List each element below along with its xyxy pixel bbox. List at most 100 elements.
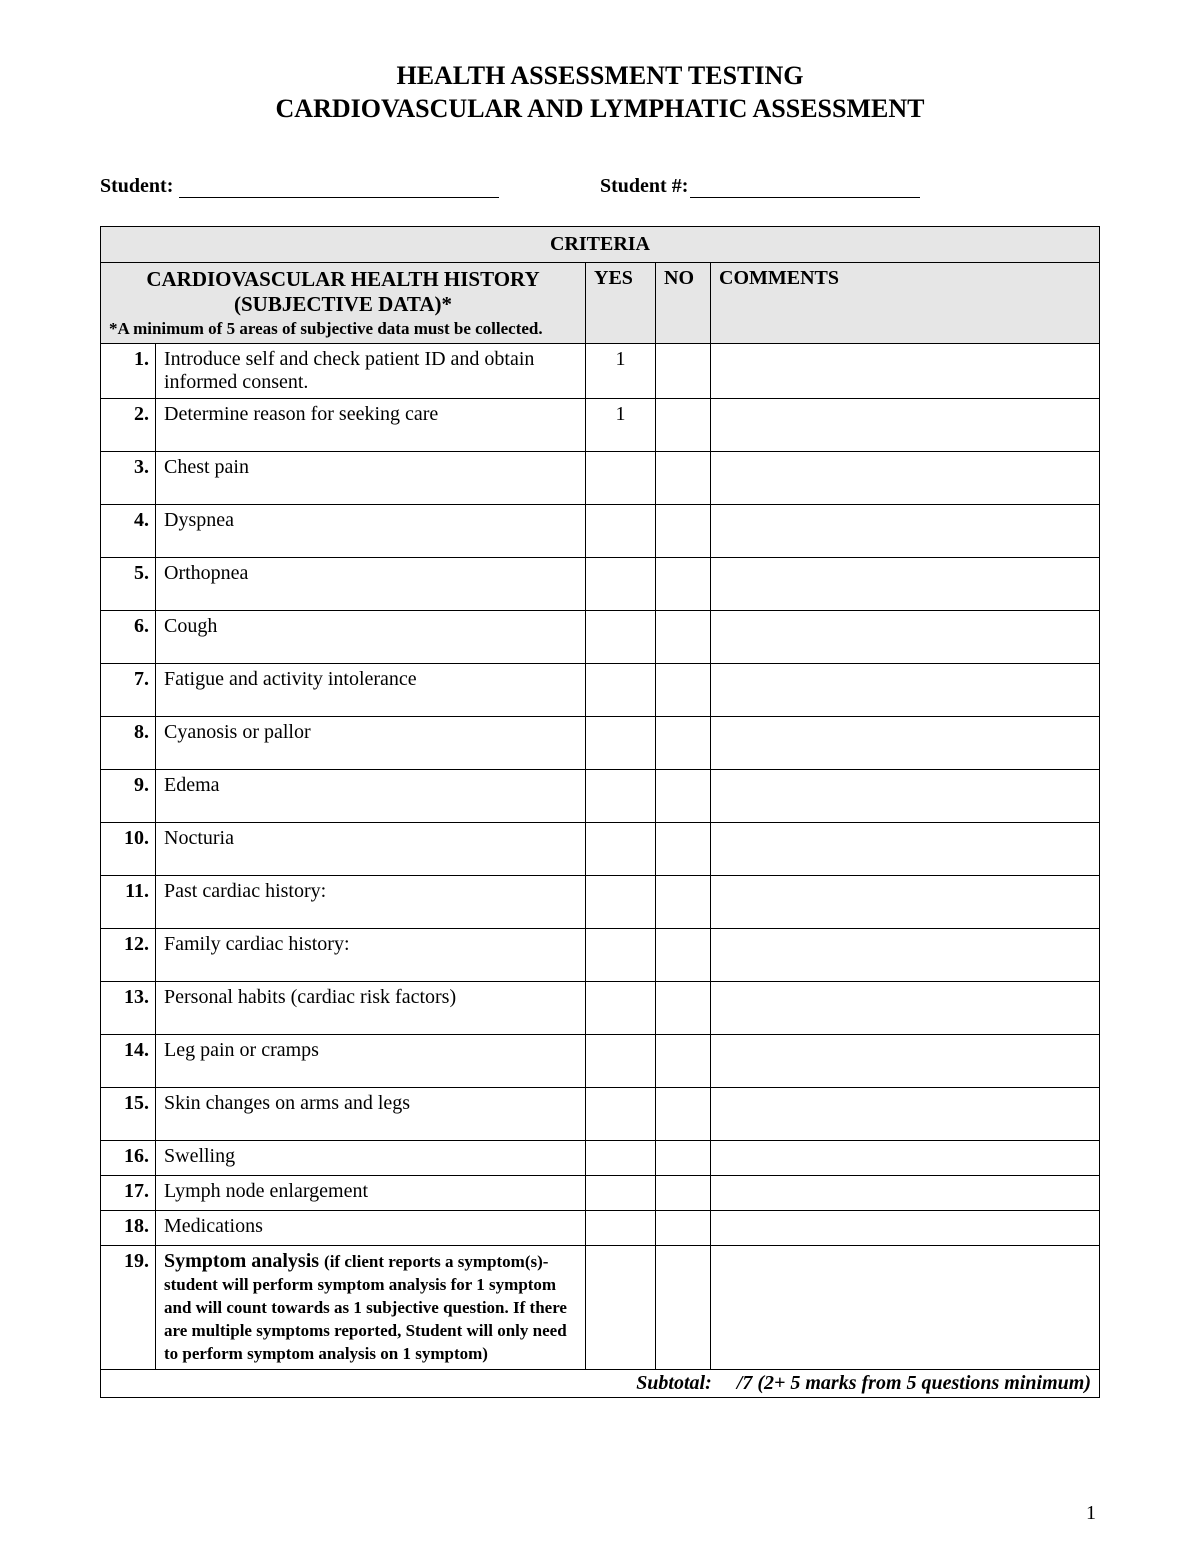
yes-cell[interactable]: 1 [586,344,656,399]
criteria-table: CRITERIA CARDIOVASCULAR HEALTH HISTORY (… [100,226,1100,1398]
row-number: 9. [101,770,156,823]
yes-cell[interactable] [586,1141,656,1176]
table-row: 7.Fatigue and activity intolerance [101,664,1100,717]
comments-cell[interactable] [711,1035,1100,1088]
row-number: 15. [101,1088,156,1141]
comments-cell[interactable] [711,823,1100,876]
comments-cell[interactable] [711,1088,1100,1141]
comments-cell[interactable] [711,876,1100,929]
student-name-blank[interactable] [179,175,499,198]
comments-cell[interactable] [711,452,1100,505]
row-description: Symptom analysis (if client reports a sy… [156,1246,586,1370]
comments-cell[interactable] [711,1211,1100,1246]
yes-cell[interactable] [586,1211,656,1246]
no-cell[interactable] [656,558,711,611]
yes-cell[interactable] [586,770,656,823]
comments-cell[interactable] [711,611,1100,664]
table-row: 8.Cyanosis or pallor [101,717,1100,770]
comments-cell[interactable] [711,344,1100,399]
row-description: Determine reason for seeking care [156,399,586,452]
no-column-header: NO [656,263,711,344]
section-header-row: CARDIOVASCULAR HEALTH HISTORY (SUBJECTIV… [101,263,1100,344]
no-cell[interactable] [656,982,711,1035]
table-row: 10.Nocturia [101,823,1100,876]
no-cell[interactable] [656,1088,711,1141]
row-number: 18. [101,1211,156,1246]
student-label: Student: [100,175,173,198]
yes-cell[interactable] [586,876,656,929]
yes-cell[interactable] [586,452,656,505]
yes-cell[interactable] [586,982,656,1035]
yes-column-header: YES [586,263,656,344]
subtotal-cell: Subtotal: /7 (2+ 5 marks from 5 question… [101,1370,1100,1398]
yes-cell[interactable] [586,664,656,717]
no-cell[interactable] [656,399,711,452]
title-line-1: HEALTH ASSESSMENT TESTING [100,60,1100,93]
yes-cell[interactable] [586,823,656,876]
row-number: 17. [101,1176,156,1211]
row-number: 16. [101,1141,156,1176]
criteria-banner-row: CRITERIA [101,227,1100,263]
no-cell[interactable] [656,611,711,664]
yes-cell[interactable] [586,1088,656,1141]
row-number: 6. [101,611,156,664]
comments-cell[interactable] [711,558,1100,611]
yes-cell[interactable] [586,1176,656,1211]
comments-cell[interactable] [711,770,1100,823]
row-number: 10. [101,823,156,876]
no-cell[interactable] [656,929,711,982]
student-number-label: Student #: [600,175,688,198]
no-cell[interactable] [656,505,711,558]
row-description: Past cardiac history: [156,876,586,929]
student-number-field: Student #: [600,175,1100,198]
comments-cell[interactable] [711,1246,1100,1370]
student-name-field: Student: [100,175,600,198]
no-cell[interactable] [656,1035,711,1088]
yes-cell[interactable]: 1 [586,399,656,452]
comments-cell[interactable] [711,929,1100,982]
table-row: 1.Introduce self and check patient ID an… [101,344,1100,399]
no-cell[interactable] [656,664,711,717]
row-number: 4. [101,505,156,558]
comments-cell[interactable] [711,399,1100,452]
no-cell[interactable] [656,770,711,823]
yes-cell[interactable] [586,558,656,611]
row-number: 7. [101,664,156,717]
no-cell[interactable] [656,1141,711,1176]
row-description: Chest pain [156,452,586,505]
title-line-2: CARDIOVASCULAR AND LYMPHATIC ASSESSMENT [100,93,1100,126]
yes-cell[interactable] [586,929,656,982]
comments-cell[interactable] [711,505,1100,558]
yes-cell[interactable] [586,505,656,558]
no-cell[interactable] [656,1176,711,1211]
no-cell[interactable] [656,717,711,770]
section-header-title: CARDIOVASCULAR HEALTH HISTORY (SUBJECTIV… [101,263,586,344]
section-title-line-2: (SUBJECTIVE DATA)* [109,292,577,317]
student-fields-row: Student: Student #: [100,175,1100,198]
comments-cell[interactable] [711,982,1100,1035]
yes-cell[interactable] [586,1035,656,1088]
no-cell[interactable] [656,1246,711,1370]
no-cell[interactable] [656,452,711,505]
no-cell[interactable] [656,876,711,929]
row-description: Fatigue and activity intolerance [156,664,586,717]
row-description: Medications [156,1211,586,1246]
no-cell[interactable] [656,344,711,399]
table-row: 16.Swelling [101,1141,1100,1176]
no-cell[interactable] [656,1211,711,1246]
yes-cell[interactable] [586,1246,656,1370]
page-number: 1 [1086,1502,1096,1525]
yes-cell[interactable] [586,611,656,664]
subtotal-label: Subtotal: [636,1372,732,1394]
row-description: Dyspnea [156,505,586,558]
yes-cell[interactable] [586,717,656,770]
comments-cell[interactable] [711,1141,1100,1176]
table-row: 14.Leg pain or cramps [101,1035,1100,1088]
comments-cell[interactable] [711,1176,1100,1211]
student-number-blank[interactable] [690,175,920,198]
row-description: Personal habits (cardiac risk factors) [156,982,586,1035]
subtotal-row: Subtotal: /7 (2+ 5 marks from 5 question… [101,1370,1100,1398]
comments-cell[interactable] [711,664,1100,717]
comments-cell[interactable] [711,717,1100,770]
no-cell[interactable] [656,823,711,876]
